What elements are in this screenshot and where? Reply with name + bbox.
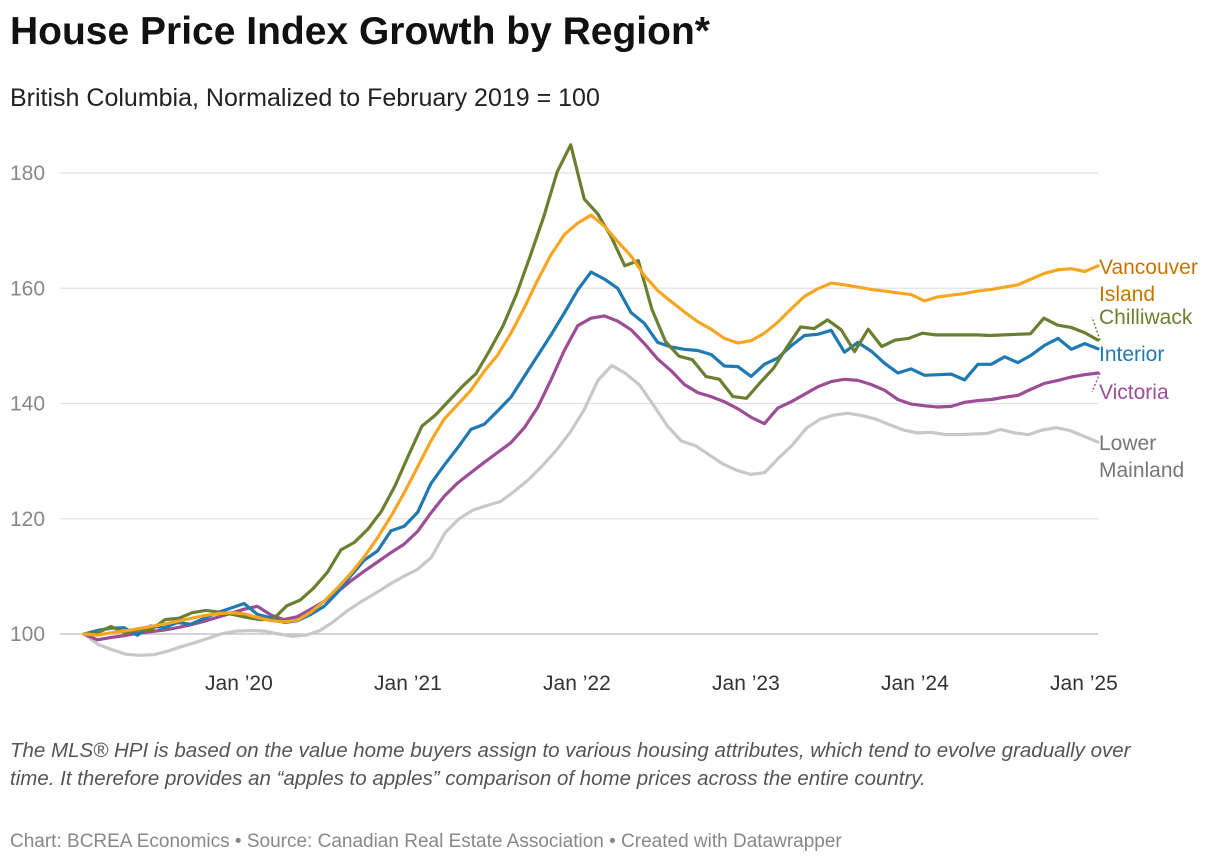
y-tick-label: 120 xyxy=(10,508,45,531)
source-credit: Chart: BCREA Economics • Source: Canadia… xyxy=(10,831,842,852)
y-tick-label: 100 xyxy=(10,623,45,646)
series-line-vancouver-island xyxy=(82,213,1100,637)
series-label-victoria: Victoria xyxy=(1099,381,1169,404)
chart-subtitle: British Columbia, Normalized to February… xyxy=(10,84,600,112)
label-leader-victoria xyxy=(1091,372,1101,393)
series-label-lower-mainland: Lower Mainland xyxy=(1099,432,1184,482)
x-tick-label: Jan ’25 xyxy=(1050,672,1118,695)
gridlines xyxy=(60,172,1098,635)
x-tick-label: Jan ’23 xyxy=(712,672,780,695)
series-label-chilliwack: Chilliwack xyxy=(1099,306,1193,329)
series-lines xyxy=(82,143,1100,657)
y-tick-label: 160 xyxy=(10,277,45,300)
y-tick-label: 140 xyxy=(10,393,45,416)
series-line-victoria xyxy=(82,314,1100,642)
series-line-chilliwack xyxy=(82,143,1100,636)
series-label-interior: Interior xyxy=(1099,343,1164,366)
x-tick-label: Jan ’21 xyxy=(374,672,442,695)
x-tick-label: Jan ’24 xyxy=(881,672,949,695)
chart-title: House Price Index Growth by Region* xyxy=(10,10,710,53)
label-leader-chilliwack xyxy=(1091,316,1101,341)
y-tick-label: 180 xyxy=(10,162,45,185)
x-axis-ticks: Jan ’20 Jan ’21 Jan ’22 Jan ’23 Jan ’24 Jan ’… xyxy=(205,672,1118,695)
series-line-interior xyxy=(82,270,1100,637)
x-tick-label: Jan ’22 xyxy=(543,672,611,695)
footnote: The MLS® HPI is based on the value home … xyxy=(10,739,1131,790)
series-label-vancouver-island: Vancouver Island xyxy=(1099,256,1198,306)
series-labels: Lower Mainland Victoria Interior ChilliwackV… xyxy=(1091,256,1198,482)
series-line-lower-mainland xyxy=(82,363,1100,657)
x-tick-label: Jan ’20 xyxy=(205,672,273,695)
y-axis-ticks: 100 120 140 160 180 xyxy=(10,162,45,646)
